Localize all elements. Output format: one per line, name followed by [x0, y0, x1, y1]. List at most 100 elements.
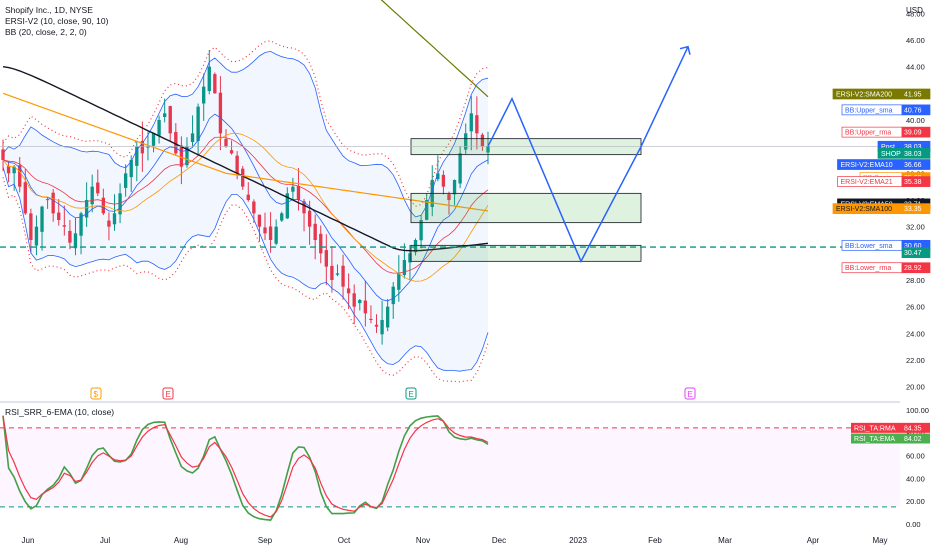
price-label-value: 30.47	[904, 250, 922, 257]
rsi-legend: RSI_SRR_6-EMA (10, close)	[5, 407, 114, 417]
price-tick-label: 28.00	[906, 276, 925, 285]
rsi-pane[interactable]: 100.00 80.00 60.00 40.00 20.00 0.00 RSI_TA:RMA…	[0, 406, 930, 529]
event-marker: E	[405, 387, 417, 400]
candle-body	[296, 186, 301, 200]
candle-body	[324, 250, 329, 267]
price-label-value-box	[901, 104, 931, 116]
candle-body	[241, 168, 245, 187]
candle-body	[146, 146, 150, 148]
projection-arrowhead	[679, 45, 691, 55]
price-label-value: 38.03	[904, 144, 922, 151]
candle-body	[335, 273, 340, 275]
candle-body	[179, 145, 184, 167]
rsi-label-name: RSI_TA:EMA	[854, 436, 895, 443]
price-label: ERSI-V2:SMA100 33.35	[832, 203, 931, 215]
time-axis[interactable]: Jun Jul Aug Sep Oct Nov Dec 2023 Feb Mar Apr May	[22, 536, 888, 545]
candle-body	[385, 306, 390, 328]
candle-body	[123, 173, 128, 188]
price-pane[interactable]: $ E E E	[0, 0, 900, 400]
candle-body	[352, 293, 356, 307]
candle-body	[101, 197, 106, 214]
event-marker: $	[90, 387, 102, 400]
price-label-value-box	[901, 159, 931, 170]
price-label-name: SHOP	[881, 151, 901, 158]
rsi-label: RSI_TA:RMA 84.35	[851, 422, 930, 433]
candle-body	[73, 233, 78, 249]
price-label: BB:Upper_sma 40.76	[841, 104, 931, 116]
candle-body	[369, 318, 373, 320]
price-tick-label: 24.00	[906, 329, 925, 338]
price-label-name: ERSI-V2:EMA10	[841, 162, 893, 169]
candle-body	[346, 288, 351, 294]
price-label-value-box	[901, 88, 931, 100]
candle-body	[135, 146, 139, 166]
price-label-value-box	[901, 247, 931, 259]
time-tick-label: Jun	[22, 536, 35, 545]
time-tick-label: Nov	[416, 536, 430, 545]
candle-body	[408, 253, 412, 263]
candle-body	[319, 233, 323, 254]
candle-body	[151, 133, 156, 146]
price-label-value: 38.03	[904, 151, 922, 158]
price-axis[interactable]: USD 48.0046.0044.0042.0040.0038.0036.003…	[832, 6, 931, 392]
price-label-value-box	[901, 147, 931, 159]
price-label-value: 28.92	[904, 265, 922, 272]
bb-basis-line	[2, 132, 489, 282]
rsi-label-value: 84.35	[904, 425, 922, 432]
candle-body	[29, 213, 33, 240]
event-marker-glyph: E	[166, 390, 171, 399]
candle-body	[313, 223, 317, 240]
candle-body	[268, 226, 273, 240]
price-label-name: Post	[881, 144, 895, 151]
candle-body	[229, 150, 234, 154]
candle-body	[79, 213, 83, 236]
candle-body	[402, 260, 407, 276]
ema10-line	[2, 113, 489, 302]
candle-body	[452, 180, 457, 195]
event-marker: E	[162, 387, 174, 400]
candle-body	[358, 300, 362, 304]
candle-body	[486, 146, 490, 153]
price-label: SHOP 38.03	[877, 147, 931, 159]
price-tick-label: 20.00	[906, 383, 925, 392]
rsi-label-name-box	[851, 433, 902, 444]
event-marker: E	[684, 387, 696, 400]
rsi-rma-line	[2, 415, 489, 518]
rsi-tick-label: 60.00	[906, 452, 925, 461]
price-axis-unit: USD	[906, 6, 923, 15]
candle-body	[12, 166, 16, 174]
rsi-tick-label: 0.00	[906, 520, 921, 529]
candle-body	[252, 201, 256, 214]
event-marker-box	[684, 387, 696, 400]
bb-upper-sma-line	[2, 50, 489, 218]
candle-body	[380, 320, 384, 335]
candle-body	[341, 265, 345, 287]
candle-body	[291, 186, 295, 192]
price-label: BB:Upper_rma 39.09	[841, 126, 931, 138]
rsi-ema-line	[2, 415, 489, 521]
candle-body	[235, 155, 239, 174]
candle-body	[213, 74, 217, 94]
price-label: BB:Lower_sma 30.60	[841, 239, 931, 251]
legend-indicator-ersi: ERSI-V2 (10, close, 90, 10)	[5, 16, 109, 26]
candle-body	[263, 227, 267, 234]
time-tick-label: May	[872, 536, 887, 545]
ema21-line	[2, 136, 489, 274]
candle-body	[190, 133, 195, 142]
candle-body	[34, 226, 39, 246]
price-tick-label: 26.00	[906, 303, 925, 312]
event-marker-box	[405, 387, 417, 400]
candle-body	[68, 230, 72, 243]
price-label-name: ERSI-V2:SMA200	[836, 92, 892, 99]
rsi-tick-label: 100.00	[906, 406, 929, 415]
candle-body	[458, 153, 462, 184]
candle-body	[84, 200, 89, 218]
candle-body	[162, 113, 167, 118]
sma100-line	[2, 92, 489, 212]
event-marker-box	[90, 387, 102, 400]
candle-body	[246, 194, 250, 200]
price-label-name: ERSI-V2:SMA100	[836, 206, 892, 213]
price-label-value: 33.35	[904, 206, 922, 213]
time-tick-label: 2023	[569, 536, 587, 545]
rsi-tick-label: 20.00	[906, 497, 925, 506]
